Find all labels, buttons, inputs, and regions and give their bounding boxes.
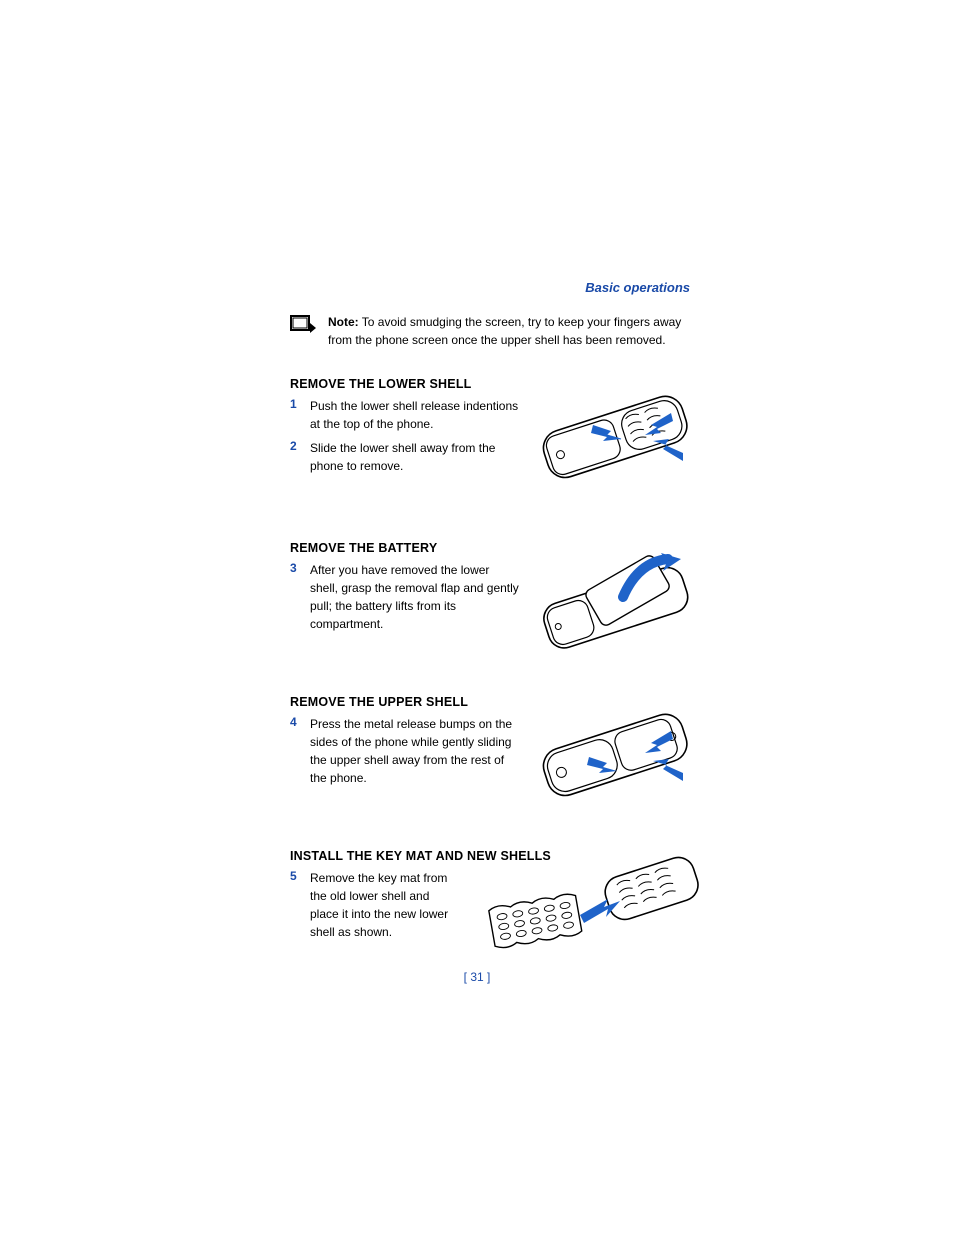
note-icon (290, 313, 318, 349)
section-remove-battery: REMOVE THE BATTERY 3 After you have remo… (290, 541, 690, 671)
section-remove-upper-shell: REMOVE THE UPPER SHELL 4 Press the metal… (290, 695, 690, 825)
section-install-keymat: INSTALL THE KEY MAT AND NEW SHELLS 5 Rem… (290, 849, 690, 979)
step-number: 3 (290, 561, 302, 633)
step-text: After you have removed the lower shell, … (310, 561, 520, 633)
step-row: 3 After you have removed the lower shell… (290, 561, 520, 633)
section-remove-lower-shell: REMOVE THE LOWER SHELL 1 Push the lower … (290, 377, 690, 517)
step-row: 4 Press the metal release bumps on the s… (290, 715, 520, 787)
figure-keymat (480, 845, 710, 955)
step-number: 5 (290, 869, 302, 941)
step-number: 2 (290, 439, 302, 475)
step-row: 2 Slide the lower shell away from the ph… (290, 439, 520, 475)
step-number: 4 (290, 715, 302, 787)
page-header-section: Basic operations (290, 280, 690, 295)
step-row: 1 Push the lower shell release indention… (290, 397, 520, 433)
note-block: Note: To avoid smudging the screen, try … (290, 313, 690, 349)
step-row: 5 Remove the key mat from the old lower … (290, 869, 450, 941)
note-label: Note: (328, 315, 359, 329)
figure-upper-shell (533, 701, 698, 811)
step-text: Slide the lower shell away from the phon… (310, 439, 520, 475)
figure-battery (533, 547, 698, 657)
manual-page: Basic operations Note: To avoid smudging… (290, 280, 690, 1003)
step-text: Push the lower shell release indentions … (310, 397, 520, 433)
step-text: Press the metal release bumps on the sid… (310, 715, 520, 787)
note-body: To avoid smudging the screen, try to kee… (328, 315, 681, 347)
page-number: [ 31 ] (464, 970, 491, 984)
figure-lower-shell (533, 383, 698, 493)
note-text: Note: To avoid smudging the screen, try … (328, 313, 690, 349)
step-number: 1 (290, 397, 302, 433)
step-text: Remove the key mat from the old lower sh… (310, 869, 450, 941)
